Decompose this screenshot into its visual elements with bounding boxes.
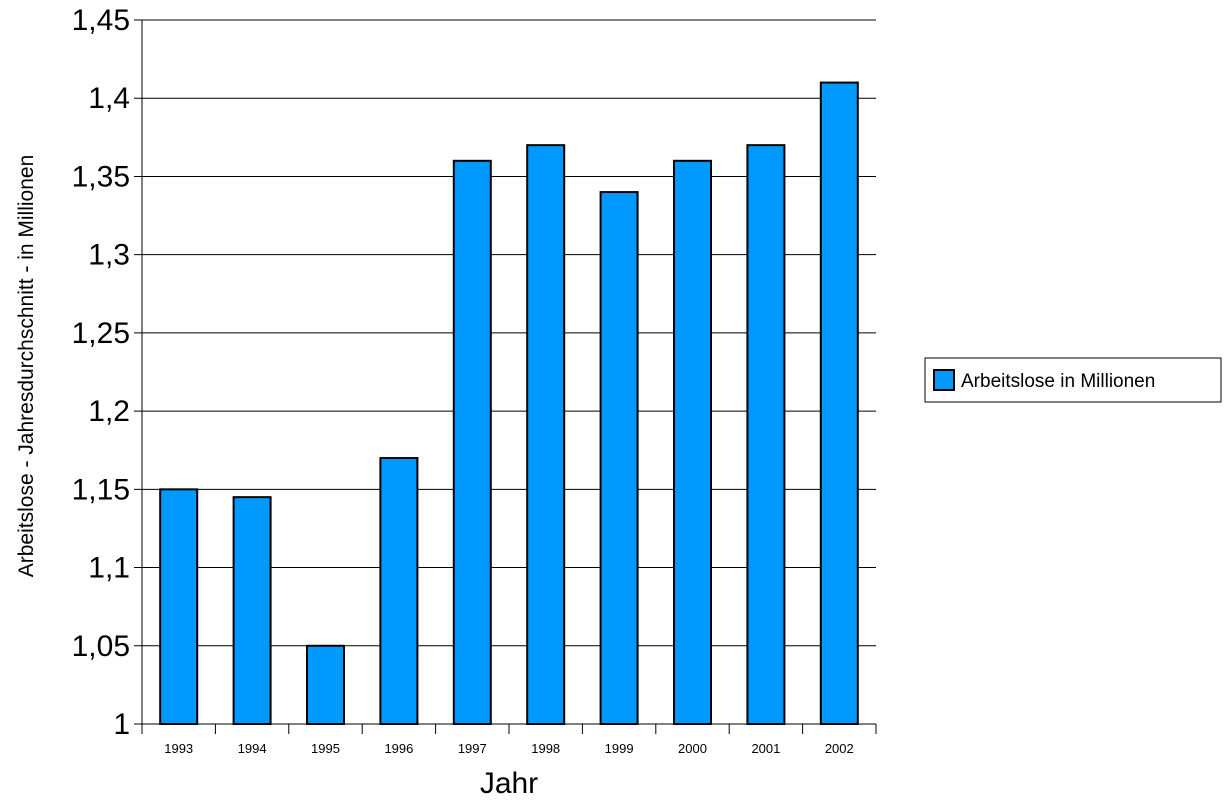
x-tick-label: 2000 [678, 741, 707, 756]
y-tick-label: 1,45 [72, 4, 130, 37]
x-tick-label: 1995 [311, 741, 340, 756]
x-axis-label: Jahr [480, 767, 538, 800]
x-tick-label: 1993 [164, 741, 193, 756]
bar-1993 [159, 488, 199, 726]
bar-1994 [232, 496, 272, 725]
axes [141, 20, 877, 734]
bar-1996 [379, 457, 419, 725]
y-axis-label: Arbeitslose - Jahresdurchschnitt - in Mi… [15, 155, 38, 578]
x-tick-label: 1997 [458, 741, 487, 756]
x-tick-label: 2001 [751, 741, 780, 756]
x-tick-label: 1996 [384, 741, 413, 756]
x-tick-labels: 1993 1994 1995 1996 1997 1998 1999 2000 2001 2002 [164, 741, 854, 756]
x-tick-label: 2002 [825, 741, 854, 756]
bar-1997 [452, 159, 492, 726]
y-tick-labels: 1 1,05 1,1 1,15 1,2 1,25 1,3 1,35 1,4 1,45 [72, 4, 130, 741]
y-tick-label: 1,4 [88, 82, 130, 115]
y-tick-label: 1,15 [72, 473, 130, 506]
bar-1999 [599, 191, 639, 726]
legend-label: Arbeitslose in Millionen [961, 371, 1155, 392]
bar-2001 [746, 144, 786, 725]
bar-2002 [819, 81, 859, 726]
y-tick-label: 1,35 [72, 160, 130, 193]
x-tick-label: 1998 [531, 741, 560, 756]
y-tick-label: 1,1 [88, 552, 130, 585]
y-tick-label: 1,25 [72, 317, 130, 350]
x-tick-label: 1994 [238, 741, 267, 756]
y-tick-label: 1,2 [88, 395, 130, 428]
legend: Arbeitslose in Millionen [924, 357, 1222, 403]
bar-1995 [306, 644, 345, 725]
y-tick-label: 1 [113, 708, 130, 741]
y-tick-label: 1,3 [88, 239, 130, 272]
bars [159, 81, 859, 726]
x-tick-label: 1999 [605, 741, 634, 756]
y-tick-label: 1,05 [72, 630, 130, 663]
bar-2000 [673, 159, 712, 726]
legend-box [924, 357, 1222, 403]
bar-1998 [526, 144, 566, 725]
legend-swatch [933, 369, 955, 391]
